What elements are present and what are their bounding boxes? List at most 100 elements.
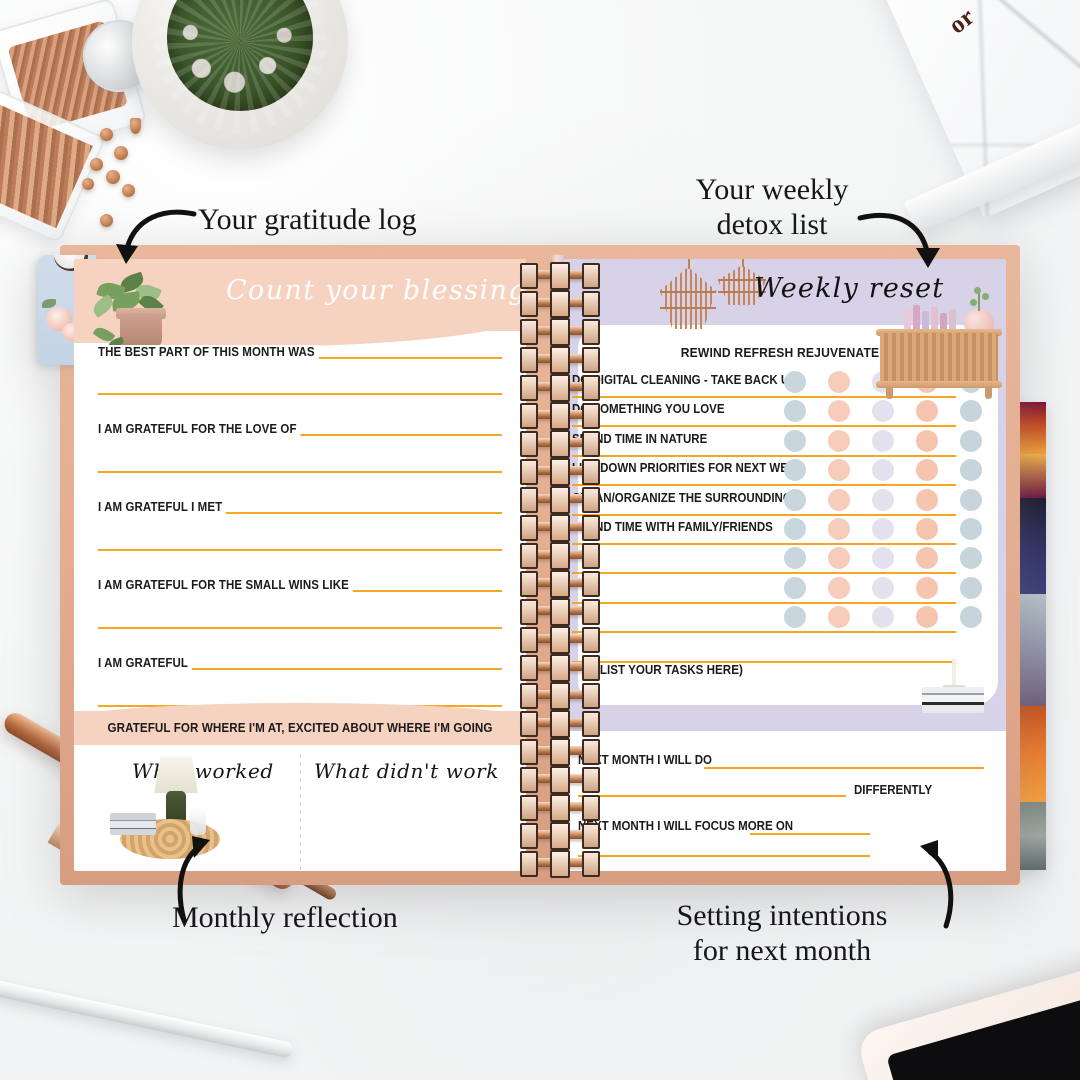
checklist-row[interactable]: CLEAN/ORGANIZE THE SURROUNDING [572, 487, 982, 516]
annotation-setting-intentions: Setting intentions for next month [676, 899, 888, 968]
coil-center [550, 682, 570, 710]
coil-end-left [520, 515, 538, 541]
checklist-dot[interactable] [872, 547, 894, 570]
coil-end-right [582, 487, 600, 513]
checklist-dot[interactable] [960, 576, 982, 599]
coil-center [550, 458, 570, 486]
pushpin [100, 128, 113, 141]
checklist-dot[interactable] [872, 400, 894, 423]
checklist-dot[interactable] [828, 459, 850, 482]
field-grateful[interactable]: I AM GRATEFUL [98, 654, 502, 672]
coil-end-left [520, 795, 538, 821]
checklist-row[interactable]: DO SOMETHING YOU LOVE [572, 398, 982, 428]
bottom-field-rule[interactable] [578, 795, 846, 797]
lantern-cord [742, 259, 744, 267]
checklist-dot[interactable] [784, 400, 806, 423]
bottom-field-rule[interactable] [578, 855, 870, 857]
checklist-dot[interactable] [916, 488, 938, 511]
checklist-dot[interactable] [828, 576, 850, 599]
checklist-dot[interactable] [916, 606, 938, 629]
coil-center [550, 850, 570, 878]
checklist-dot[interactable] [784, 488, 806, 511]
field-rule[interactable] [98, 668, 502, 670]
checklist-dot[interactable] [784, 518, 806, 540]
checklist-dot[interactable] [960, 459, 982, 482]
checklist-rule[interactable] [572, 513, 956, 516]
checklist-dot[interactable] [828, 371, 850, 393]
field-small-wins[interactable]: I AM GRATEFUL FOR THE SMALL WINS LIKE [98, 576, 502, 594]
checklist-dot[interactable] [916, 459, 938, 482]
checklist-row[interactable]: SPEND TIME IN NATURE [572, 428, 982, 457]
field-rule-continuation[interactable] [98, 393, 502, 395]
field-grateful-love[interactable]: I AM GRATEFUL FOR THE LOVE OF [98, 420, 502, 438]
field-grateful-met[interactable]: I AM GRATEFUL I MET [98, 498, 502, 516]
field-rule-continuation[interactable] [98, 627, 502, 629]
checklist-dot[interactable] [784, 606, 806, 629]
bottom-field-rule[interactable] [704, 767, 984, 769]
spiral-coil [518, 485, 600, 514]
checklist-rule[interactable] [572, 454, 956, 457]
checklist-dot[interactable] [828, 400, 850, 423]
field-label: I AM GRATEFUL [98, 656, 192, 670]
checklist-dot[interactable] [828, 547, 850, 570]
checklist-dot[interactable] [916, 576, 938, 599]
spiral-coil [518, 849, 600, 878]
checklist-rule[interactable] [572, 572, 956, 575]
checklist-row[interactable] [572, 634, 956, 663]
field-best-part[interactable]: THE BEST PART OF THIS MONTH WAS [98, 343, 502, 361]
field-rule-continuation[interactable] [98, 471, 502, 473]
plant-leaf [974, 287, 981, 294]
coil-end-right [582, 319, 600, 345]
checklist-rule[interactable] [572, 484, 956, 487]
checklist-dot[interactable] [916, 429, 938, 452]
checklist-dot[interactable] [960, 429, 982, 452]
checklist-dot[interactable] [960, 518, 982, 540]
lantern-cord [688, 259, 690, 269]
book [931, 307, 938, 335]
checklist-dot[interactable] [784, 429, 806, 452]
checklist-dot[interactable] [784, 576, 806, 599]
coil-end-right [582, 291, 600, 317]
checklist-row[interactable] [572, 604, 982, 634]
checklist-rule[interactable] [572, 631, 956, 634]
checklist-dot[interactable] [960, 547, 982, 570]
checklist-dot[interactable] [872, 518, 894, 540]
quote-band: GRATEFUL FOR WHERE I'M AT, EXCITED ABOUT… [74, 703, 526, 745]
checklist-dot[interactable] [828, 488, 850, 511]
shelf-leg [985, 387, 992, 399]
checklist-dot[interactable] [916, 518, 938, 540]
checklist-dot[interactable] [872, 606, 894, 629]
checklist-dot[interactable] [872, 576, 894, 599]
checklist-dot[interactable] [784, 459, 806, 482]
checklist-dot[interactable] [960, 400, 982, 423]
checklist-dot[interactable] [916, 547, 938, 570]
checklist-row[interactable]: LIST DOWN PRIORITIES FOR NEXT WEEK [572, 457, 982, 487]
checklist-dot[interactable] [916, 400, 938, 423]
spiral-coil [518, 625, 600, 654]
checklist-rule[interactable] [572, 543, 956, 545]
checklist-row[interactable] [572, 575, 982, 604]
checklist-row[interactable]: SPEND TIME WITH FAMILY/FRIENDS [572, 516, 982, 545]
checklist-rule[interactable] [572, 396, 956, 398]
checklist-dot[interactable] [960, 606, 982, 629]
checklist-rule[interactable] [572, 601, 956, 604]
checklist-rule[interactable] [572, 660, 956, 663]
checklist-dot[interactable] [828, 518, 850, 540]
checklist-rule[interactable] [572, 425, 956, 428]
book [949, 309, 956, 335]
bottom-field-rule[interactable] [750, 833, 870, 835]
field-rule-continuation[interactable] [98, 549, 502, 551]
bottom-field-label-differently: DIFFERENTLY [854, 783, 933, 797]
leaf-illustration [42, 299, 56, 308]
checklist-dot[interactable] [872, 488, 894, 511]
checklist-dot[interactable] [828, 429, 850, 452]
checklist-dot[interactable] [828, 606, 850, 629]
checklist-dot[interactable] [872, 459, 894, 482]
checklist-dot[interactable] [784, 547, 806, 570]
coil-center [550, 514, 570, 542]
checklist-dot[interactable] [872, 429, 894, 452]
field-rule[interactable] [98, 512, 502, 514]
checklist-dot[interactable] [784, 371, 806, 393]
checklist-dot[interactable] [960, 488, 982, 511]
checklist-row[interactable] [572, 545, 982, 575]
